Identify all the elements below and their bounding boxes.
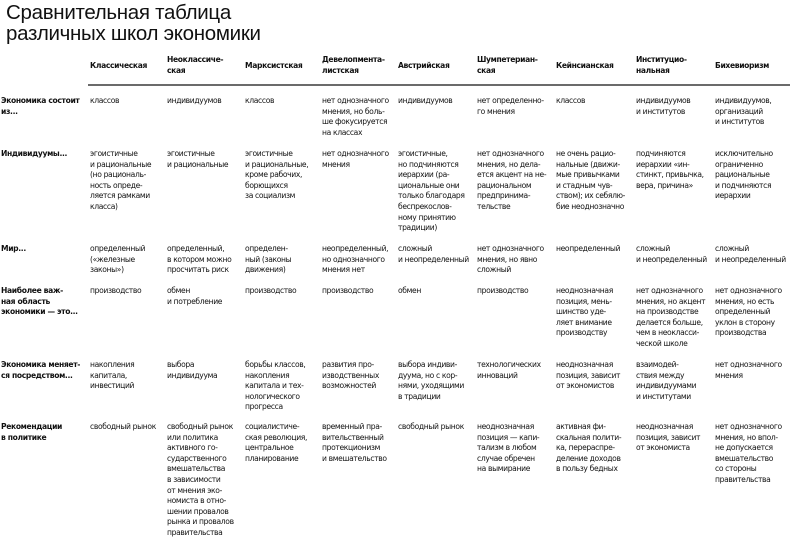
table-cell: нет однозначного мнения, но боль- ше фок… bbox=[322, 96, 389, 137]
table-cell: производство bbox=[322, 286, 374, 295]
table-cell: классов bbox=[90, 96, 120, 105]
table-cell: борьбы классов, накопления капитала и те… bbox=[245, 360, 306, 412]
table-cell: неоднозначная позиция, зависит от эконом… bbox=[556, 360, 621, 391]
column-header: Австрийская bbox=[398, 61, 450, 70]
table-cell: нет однозначного мнения, но явно сложный bbox=[477, 244, 544, 275]
table-cell: производство bbox=[90, 286, 142, 295]
column-header: Марксистская bbox=[245, 61, 303, 70]
table-cell: эгоистичные и рациональные bbox=[167, 149, 229, 169]
table-cell: классов bbox=[556, 96, 586, 105]
table-cell: сложный и неопределенный bbox=[636, 244, 707, 264]
table-cell: производство bbox=[477, 286, 529, 295]
table-cell: неопределенный, но однозначного мнения н… bbox=[322, 244, 389, 275]
row-label: Экономика меняет- ся посредством... bbox=[1, 360, 81, 380]
table-cell: взаимодей- ствия между индивидуумами и и… bbox=[636, 360, 697, 401]
table-cell: свободный рынок bbox=[398, 422, 464, 431]
table-cell: эгоистичные и рациональные, кроме рабочи… bbox=[245, 149, 309, 201]
table-cell: нет однозначного мнения, но есть определ… bbox=[715, 286, 782, 338]
table-cell: неоднозначная позиция, зависит от эконом… bbox=[636, 422, 701, 453]
column-header: Классическая bbox=[90, 61, 148, 70]
row-label: Наиболее важ- ная область экономики — эт… bbox=[1, 286, 78, 317]
table-cell: классов bbox=[245, 96, 275, 105]
table-cell: производство bbox=[245, 286, 297, 295]
table-cell: активная фи- скальная полити- ка, перера… bbox=[556, 422, 622, 474]
page-title: Сравнительная таблица различных школ эко… bbox=[6, 1, 261, 45]
table-cell: нет однозначного мнения bbox=[322, 149, 389, 169]
table-cell: неоднозначная позиция, мень- шинство уде… bbox=[556, 286, 613, 338]
table-cell: нет определенно- го мнения bbox=[477, 96, 544, 116]
table-cell: обмен и потребление bbox=[167, 286, 223, 306]
row-label: Экономика состоит из... bbox=[1, 96, 80, 116]
table-cell: социалистиче- ская революция, центрально… bbox=[245, 422, 308, 463]
column-header: Шумпетериан- ская bbox=[477, 55, 538, 75]
table-cell: временный пра- вительственный протекцион… bbox=[322, 422, 387, 463]
table-cell: индивидуумов bbox=[398, 96, 453, 105]
table-cell: индивидуумов и институтов bbox=[636, 96, 691, 116]
row-label: Мир... bbox=[1, 244, 26, 253]
table-cell: нет однозначного мнения, но дела- ется а… bbox=[477, 149, 547, 211]
table-cell: неопределенный bbox=[556, 244, 621, 253]
table-cell: неоднозначная позиция — капи- тализм в л… bbox=[477, 422, 540, 474]
column-header: Бихевиоризм bbox=[715, 61, 770, 70]
table-cell: выбора индиви- дуума, но с кор- нями, ух… bbox=[398, 360, 464, 401]
table-cell: нет однозначного мнения bbox=[715, 360, 782, 380]
table-cell: выбора индивидуума bbox=[167, 360, 218, 380]
table-cell: нет однозначного мнения, но впол- не доп… bbox=[715, 422, 782, 484]
column-header: Кейнсианская bbox=[556, 61, 614, 70]
table-cell: определенный («железные законы») bbox=[90, 244, 146, 275]
table-cell: индивидуумов bbox=[167, 96, 222, 105]
column-header: Институцио- нальная bbox=[636, 55, 687, 75]
row-label: Рекомендации в политике bbox=[1, 422, 63, 442]
row-label: Индивидуумы... bbox=[1, 149, 68, 158]
table-cell: технологических инноваций bbox=[477, 360, 541, 380]
table-cell: свободный рынок или политика активного г… bbox=[167, 422, 234, 537]
table-cell: эгоистичные и рациональные (но рациональ… bbox=[90, 149, 152, 211]
table-cell: исключительно ограниченно рациональные и… bbox=[715, 149, 773, 201]
table-cell: обмен bbox=[398, 286, 421, 295]
table-cell: свободный рынок bbox=[90, 422, 156, 431]
table-cell: нет однозначного мнения, но акцент на пр… bbox=[636, 286, 706, 348]
column-header: Девелопмента- листская bbox=[322, 55, 385, 75]
table-cell: определен- ный (законы движения) bbox=[245, 244, 292, 275]
table-cell: накопления капитала, инвестиций bbox=[90, 360, 135, 391]
table-cell: развития про- изводственных возможностей bbox=[322, 360, 379, 391]
table-cell: определенный, в котором можно просчитать… bbox=[167, 244, 232, 275]
table-cell: подчиняются иерархии «ин- стинкт, привыч… bbox=[636, 149, 704, 190]
column-header: Неоклассиче- ская bbox=[167, 55, 224, 75]
table-cell: эгоистичные, но подчиняются иерархии (ра… bbox=[398, 149, 465, 233]
table-cell: не очень рацио- нальные (движи- мые прив… bbox=[556, 149, 626, 211]
table-cell: сложный и неопределенный bbox=[398, 244, 469, 264]
table-cell: сложный и неопределенный bbox=[715, 244, 786, 264]
table-cell: индивидуумов, организаций и институтов bbox=[715, 96, 772, 127]
header-divider bbox=[88, 84, 790, 86]
